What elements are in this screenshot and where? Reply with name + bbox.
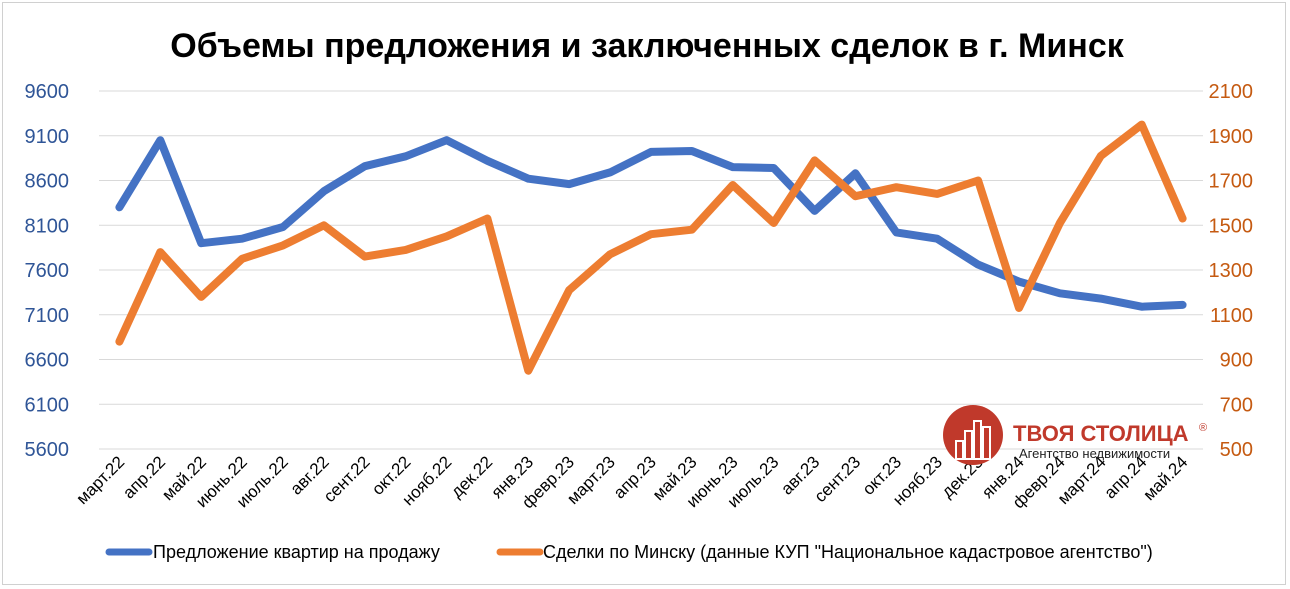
- logo-building-icon: [982, 426, 991, 460]
- left-tick-label: 8100: [25, 215, 70, 237]
- legend: Предложение квартир на продажу Сделки по …: [105, 542, 1153, 562]
- right-tick-label: 1700: [1209, 171, 1254, 193]
- logo-building-icon: [973, 420, 982, 460]
- series-line-deals: [115, 120, 1187, 375]
- logo-reg-mark: ®: [1199, 422, 1207, 434]
- right-tick-label: 700: [1220, 394, 1253, 416]
- left-tick-label: 6600: [25, 350, 70, 372]
- right-tick-label: 500: [1220, 439, 1253, 461]
- chart-title: Объемы предложения и заключенных сделок …: [170, 27, 1124, 65]
- chart-canvas: Объемы предложения и заключенных сделок …: [25, 27, 1254, 562]
- series-line-supply: [115, 136, 1187, 311]
- x-tick-label: сент.22: [320, 452, 374, 506]
- legend-label: Сделки по Минску (данные КУП "Национальн…: [543, 542, 1153, 562]
- left-tick-label: 6100: [25, 394, 70, 416]
- right-tick-label: 1100: [1210, 305, 1253, 327]
- left-tick-label: 9600: [25, 81, 70, 103]
- x-axis: март.22апр.22май.22июнь.22июль.22авг.22с…: [73, 452, 1192, 512]
- right-tick-label: 1500: [1209, 215, 1254, 237]
- x-tick-label: март.22: [73, 452, 129, 508]
- brand-logo: ТВОЯ СТОЛИЦА ® Агентство недвижимости: [943, 405, 1207, 465]
- left-axis: 5600 6100 6600 7100 7600 8100 8600 9100 9600: [25, 81, 70, 461]
- right-tick-label: 900: [1220, 350, 1253, 372]
- right-tick-label: 1900: [1209, 126, 1254, 148]
- logo-name: ТВОЯ СТОЛИЦА: [1013, 421, 1189, 446]
- logo-building-icon: [955, 440, 964, 460]
- series-lines: [115, 120, 1187, 375]
- left-tick-label: 8600: [25, 171, 70, 193]
- logo-tagline: Агентство недвижимости: [1019, 446, 1170, 461]
- logo-building-icon: [964, 430, 973, 460]
- left-tick-label: 5600: [25, 439, 70, 461]
- right-tick-label: 1300: [1209, 260, 1254, 282]
- left-tick-label: 7600: [25, 260, 70, 282]
- left-tick-label: 9100: [25, 126, 70, 148]
- right-tick-label: 2100: [1209, 81, 1254, 103]
- left-tick-label: 7100: [25, 305, 70, 327]
- x-tick-label: сент.23: [811, 452, 865, 506]
- right-axis: 500 700 900 1100 1300 1500 1700 1900 2100: [1209, 81, 1254, 461]
- x-tick-label: дек.22: [447, 452, 496, 501]
- legend-label: Предложение квартир на продажу: [153, 542, 440, 562]
